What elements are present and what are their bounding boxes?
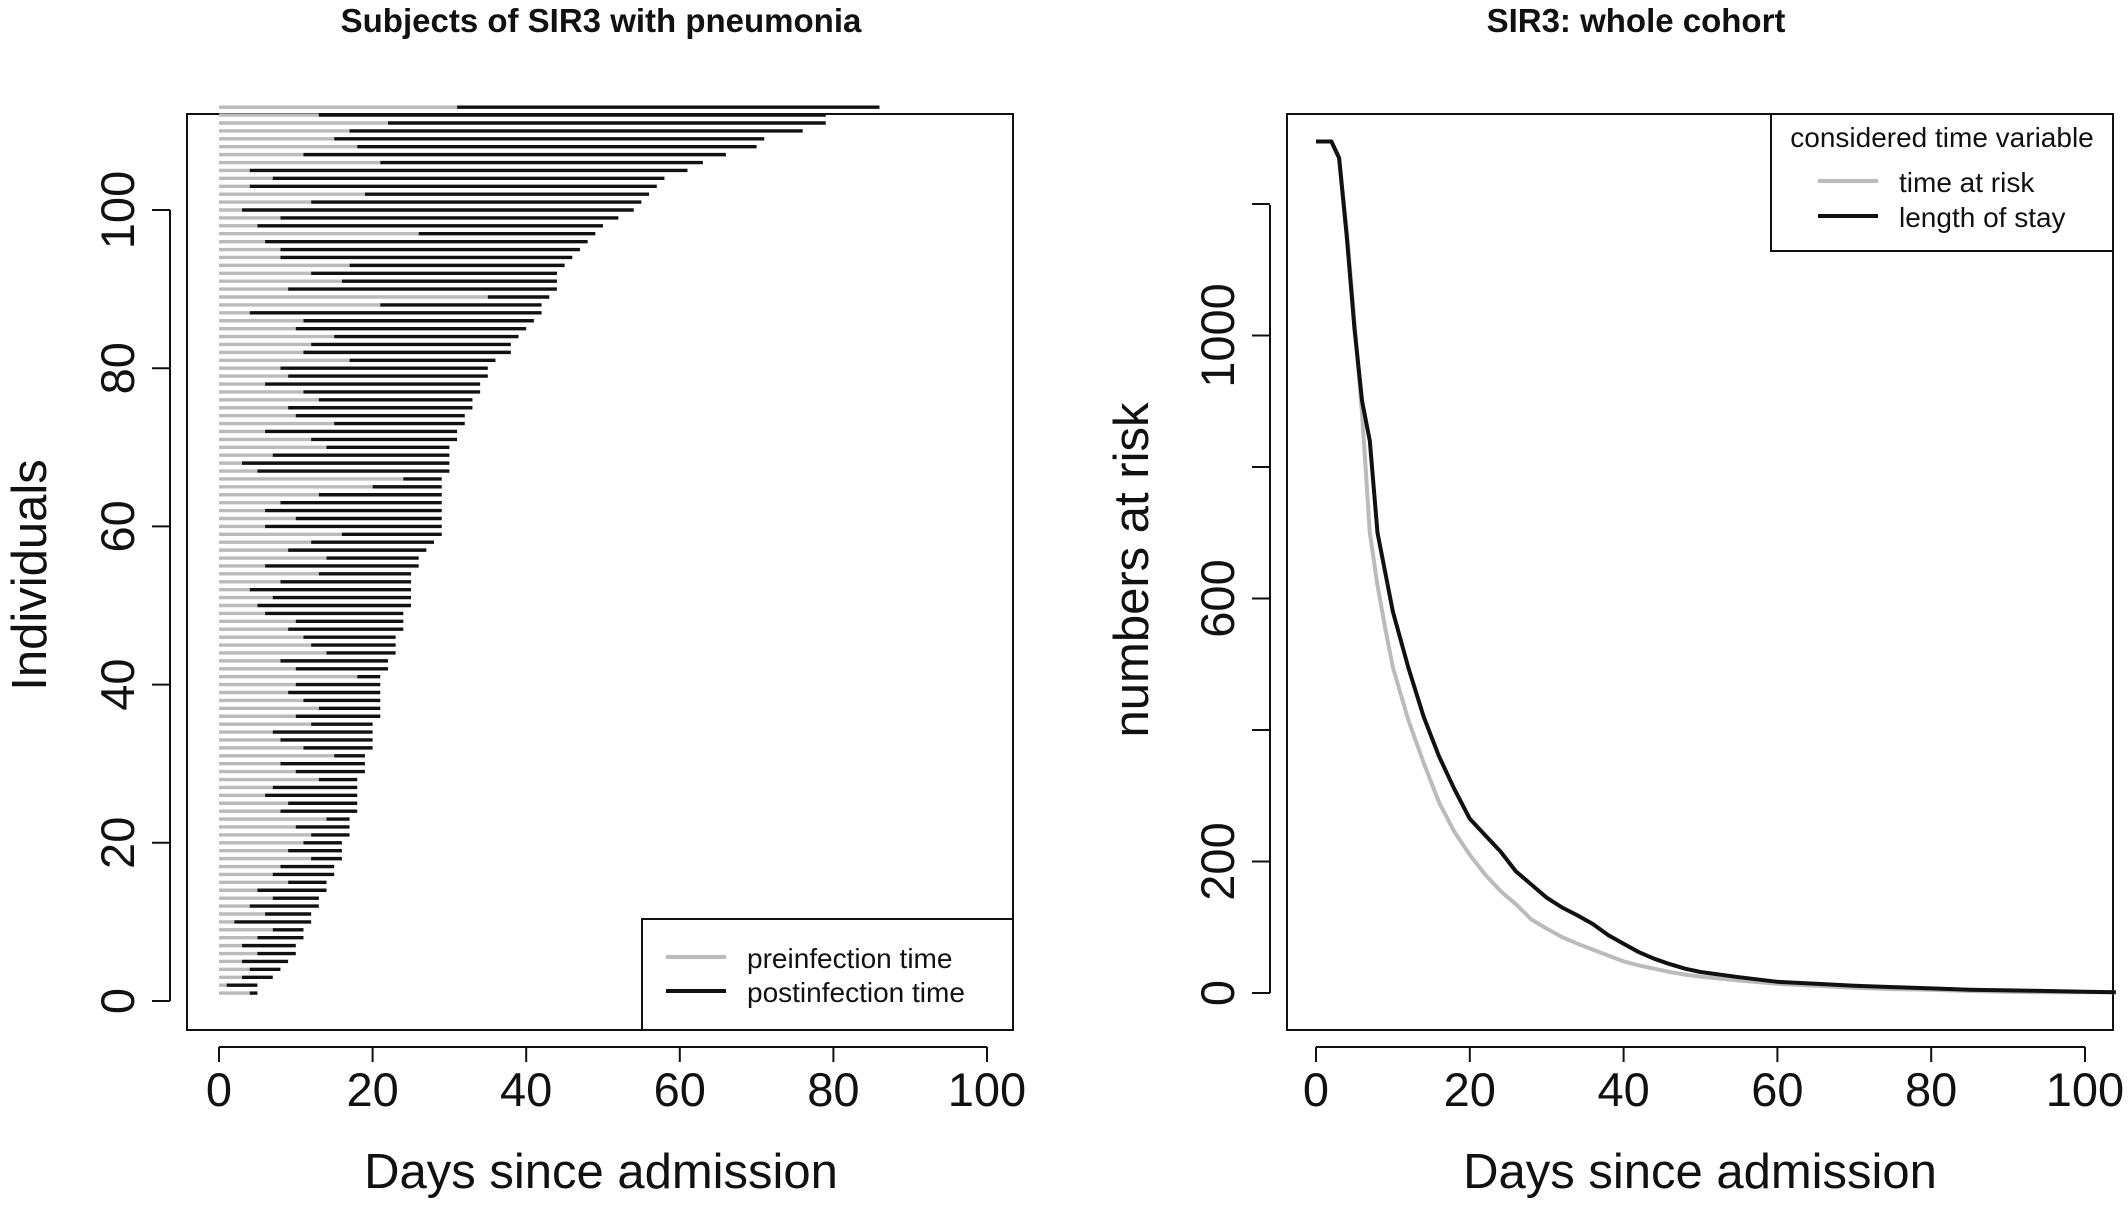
- left-subject-bars: [219, 105, 880, 995]
- left-y-tick-label: 0: [91, 988, 144, 1014]
- right-y-tick-label: 600: [1191, 559, 1244, 637]
- legend-label-time-at-risk: time at risk: [1899, 167, 2035, 198]
- right-x-tick-label: 40: [1597, 1063, 1649, 1116]
- right-y-tick-label: 200: [1191, 822, 1244, 900]
- right-x-tick-label: 100: [2046, 1063, 2124, 1116]
- right-x-tick-label: 80: [1905, 1063, 1957, 1116]
- left-x-tick-label: 100: [948, 1063, 1026, 1116]
- left-x-tick-label: 0: [206, 1063, 232, 1116]
- left-x-axis: 0 20 40 60 80 100: [206, 1046, 1026, 1116]
- left-y-tick-label: 20: [91, 817, 144, 869]
- right-plot-frame: [1286, 113, 2114, 1031]
- left-x-tick-label: 80: [807, 1063, 859, 1116]
- left-legend: preinfection time postinfection time: [641, 918, 1014, 1031]
- right-legend: considered time variable time at risk le…: [1770, 113, 2114, 252]
- left-y-axis-label: Individuals: [3, 459, 57, 691]
- left-plot-frame: [186, 113, 1014, 1031]
- right-y-axis-label: numbers at risk: [1105, 402, 1159, 737]
- left-x-axis-label: Days since admission: [364, 1145, 838, 1199]
- time-at-risk-line: [1316, 139, 2116, 995]
- right-x-axis: 0 20 40 60 80 100: [1303, 1046, 2124, 1116]
- left-x-tick-label: 40: [500, 1063, 552, 1116]
- right-chart-title: SIR3: whole cohort: [1487, 2, 1786, 39]
- left-plot-area: [186, 105, 1014, 1031]
- right-y-axis: 0 200 600 1000: [1191, 203, 1271, 1006]
- right-x-tick-label: 60: [1751, 1063, 1803, 1116]
- legend-label-preinfection: preinfection time: [747, 943, 952, 974]
- right-y-tick-label: 1000: [1191, 283, 1244, 388]
- left-legend-box: [641, 918, 1014, 1031]
- right-curves: [1316, 139, 2116, 995]
- left-x-tick-label: 20: [346, 1063, 398, 1116]
- left-chart-title: Subjects of SIR3 with pneumonia: [341, 2, 862, 39]
- right-x-tick-label: 20: [1444, 1063, 1496, 1116]
- legend-label-length-of-stay: length of stay: [1899, 202, 2066, 233]
- right-y-tick-label: 0: [1191, 980, 1244, 1006]
- left-y-tick-label: 80: [91, 342, 144, 394]
- left-chart: Subjects of SIR3 with pneumonia 0 20 40 60 8…: [3, 2, 1026, 1199]
- left-y-axis: 0 20 40 60 80 100: [91, 171, 171, 1014]
- left-x-tick-label: 60: [654, 1063, 706, 1116]
- length-of-stay-line: [1316, 139, 2116, 995]
- legend-label-postinfection: postinfection time: [747, 977, 965, 1008]
- right-x-axis-label: Days since admission: [1463, 1145, 1937, 1199]
- right-x-tick-label: 0: [1303, 1063, 1329, 1116]
- left-y-tick-label: 60: [91, 500, 144, 552]
- right-chart: SIR3: whole cohort 0 20 40 60 80 100 0 200 600 1…: [1105, 2, 2124, 1199]
- left-y-tick-label: 40: [91, 658, 144, 710]
- right-legend-title: considered time variable: [1790, 122, 2094, 153]
- left-y-tick-label: 100: [91, 171, 144, 249]
- right-plot-area: [1286, 113, 2116, 1031]
